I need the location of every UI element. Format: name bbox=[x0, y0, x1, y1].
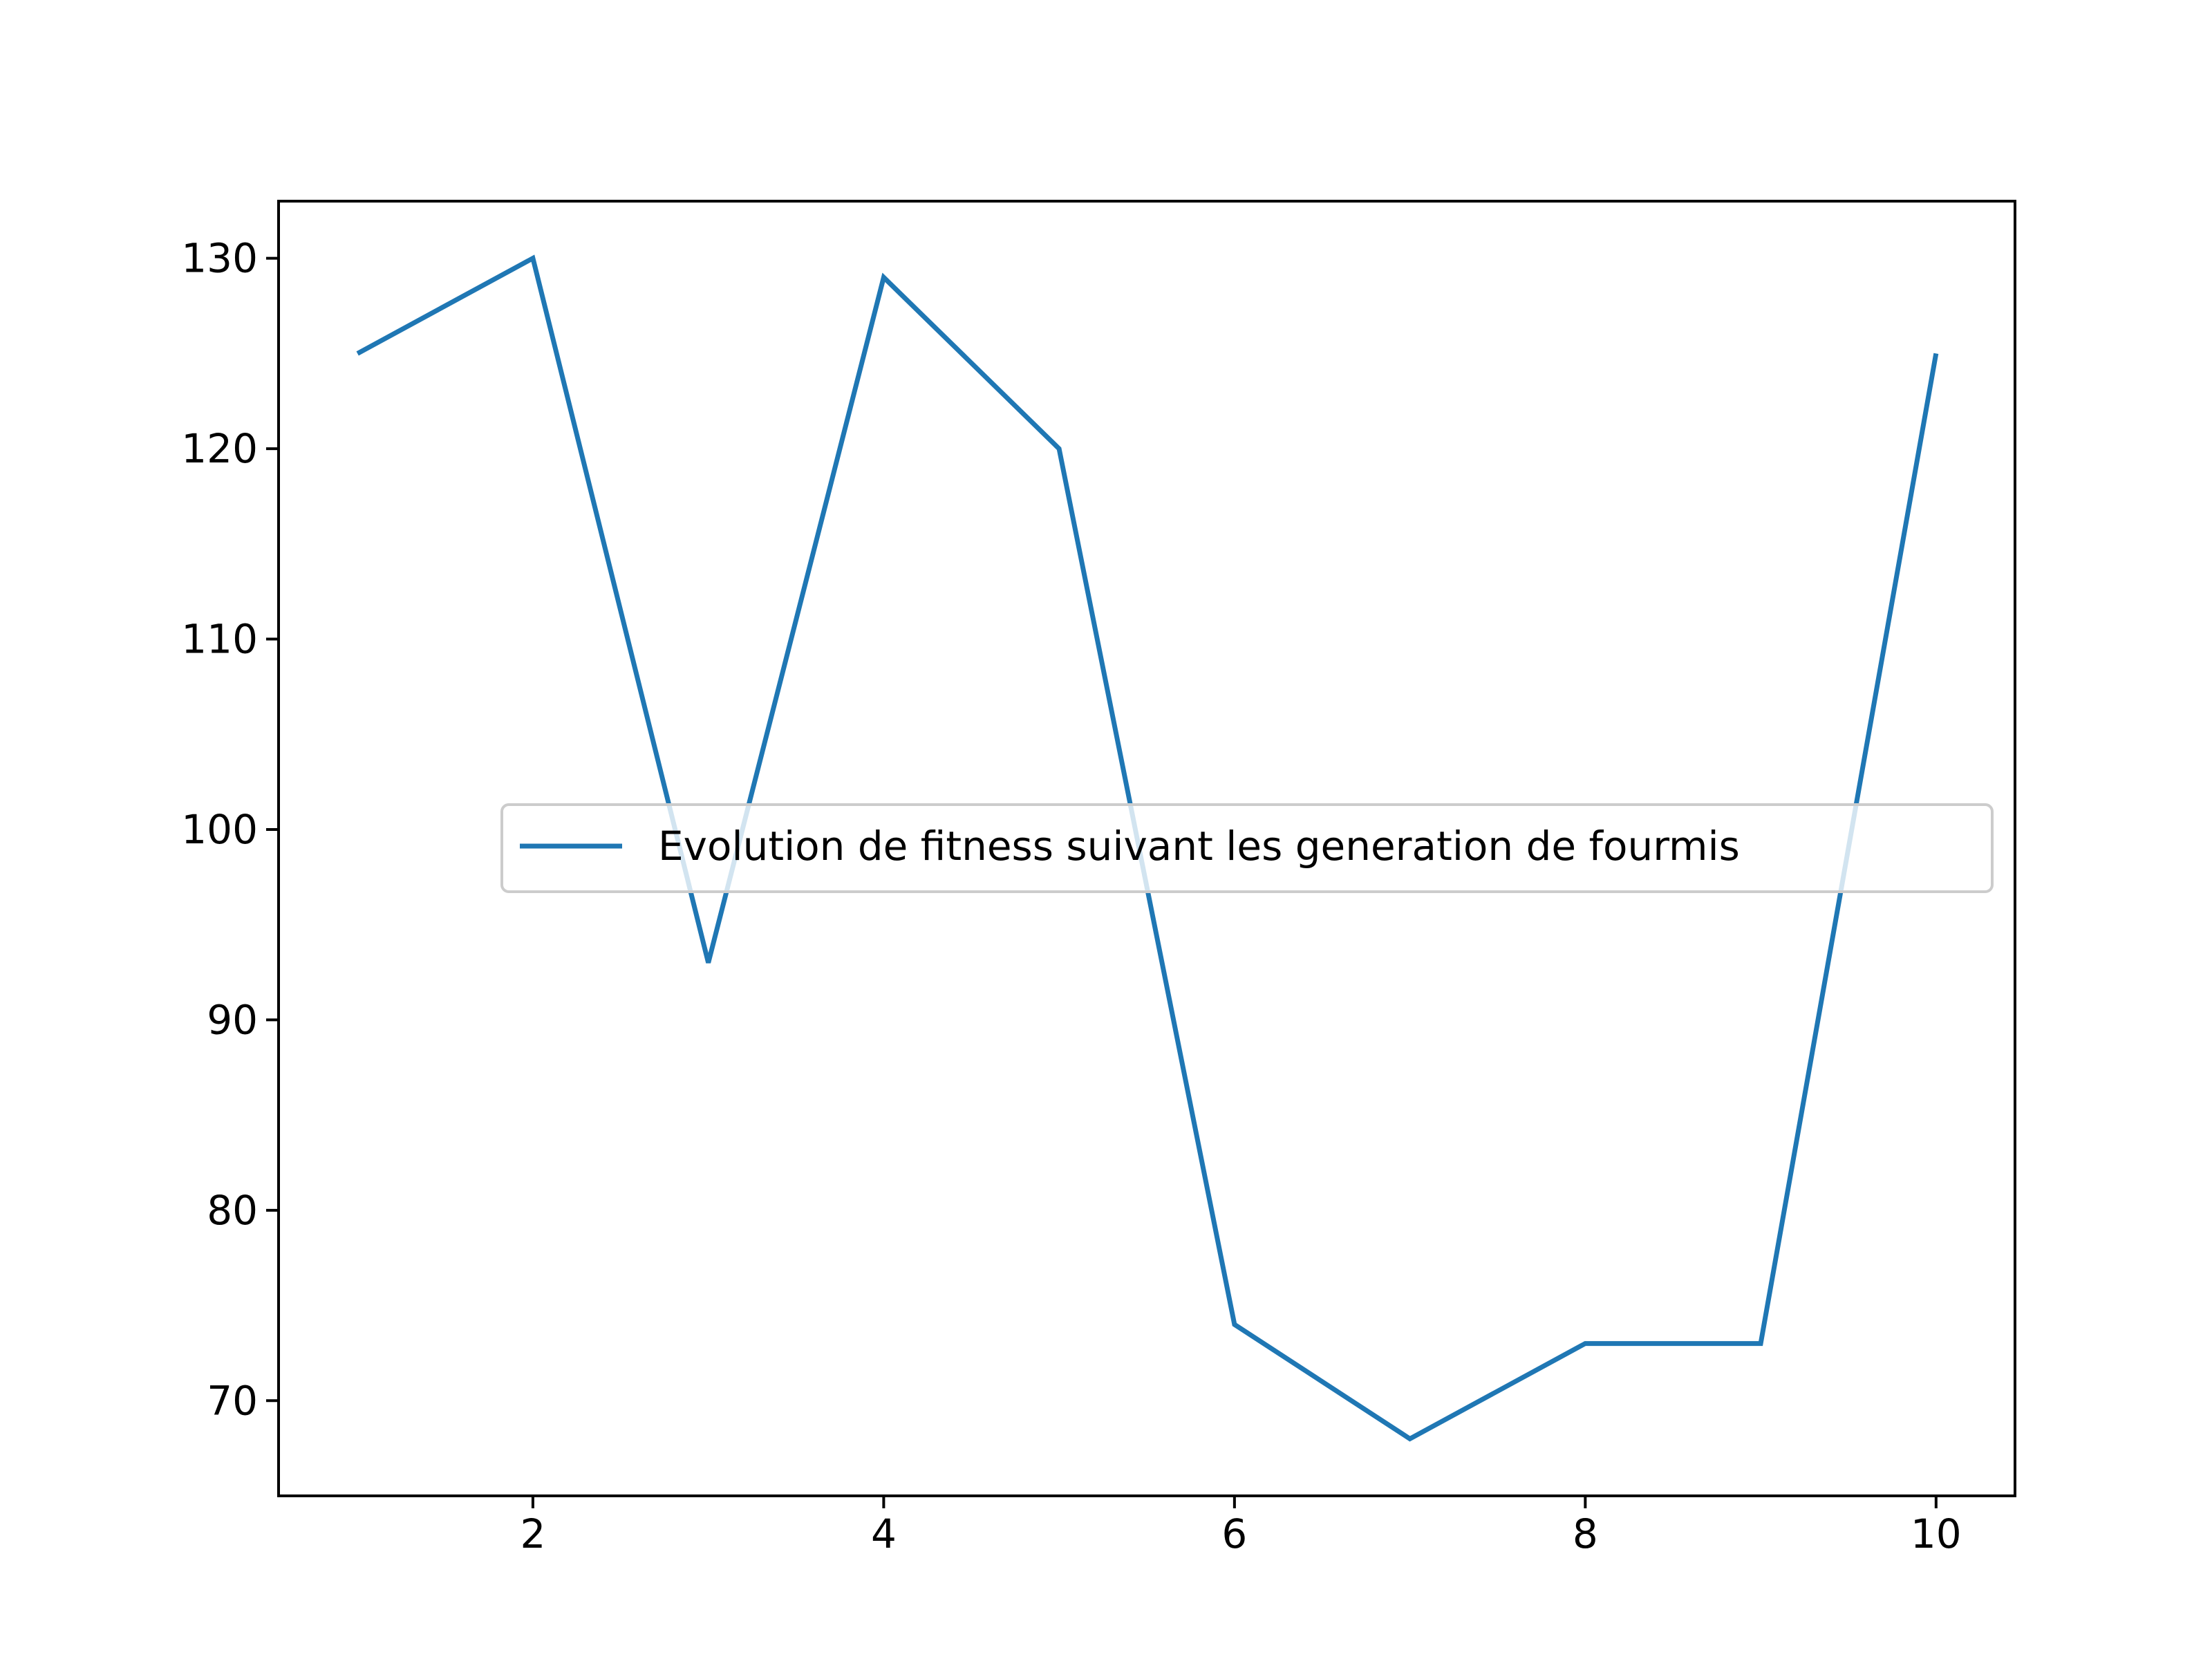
x-tick-label: 8 bbox=[1573, 1510, 1598, 1557]
legend-label: Evolution de fitness suivant les generat… bbox=[658, 823, 1740, 870]
legend: Evolution de fitness suivant les generat… bbox=[500, 803, 1994, 893]
y-tick-label: 130 bbox=[181, 235, 258, 282]
x-tick-label: 6 bbox=[1221, 1510, 1247, 1557]
x-tick-label: 10 bbox=[1911, 1510, 1962, 1557]
plot-frame bbox=[277, 200, 2016, 1497]
y-tick-label: 110 bbox=[181, 616, 258, 663]
axis-layer: 2 4 6 8 10 70 80 90 100 110 120 130 bbox=[181, 235, 1961, 1558]
legend-box bbox=[500, 803, 1994, 893]
x-tick-label: 2 bbox=[520, 1510, 545, 1557]
y-tick-label: 80 bbox=[207, 1187, 258, 1234]
x-tick-label: 4 bbox=[871, 1510, 897, 1557]
y-tick-label: 70 bbox=[207, 1377, 258, 1424]
y-tick-label: 100 bbox=[181, 806, 258, 853]
y-tick-label: 90 bbox=[207, 996, 258, 1043]
y-tick-label: 120 bbox=[181, 425, 258, 472]
